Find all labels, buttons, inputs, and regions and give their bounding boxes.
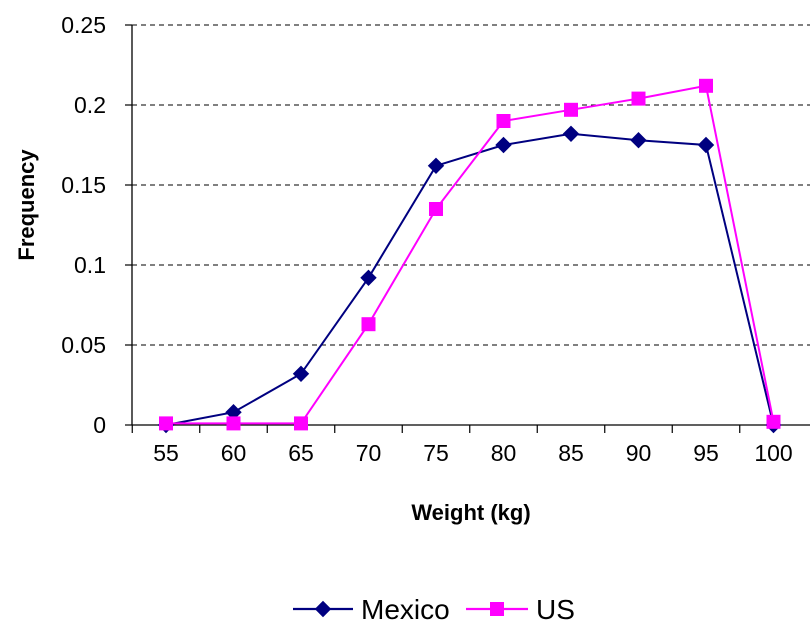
data-point-mexico — [360, 269, 377, 287]
data-point-us — [699, 78, 713, 93]
x-axis-title: Weight (kg) — [411, 500, 530, 525]
gridlines — [132, 24, 810, 346]
legend-label-us: US — [536, 594, 575, 625]
data-point-us — [496, 114, 511, 128]
x-tick-label: 90 — [626, 440, 652, 466]
data-point-mexico — [562, 125, 580, 143]
data-point-us — [564, 102, 578, 117]
y-tick-label: 0.05 — [61, 332, 106, 358]
x-tick-label: 55 — [153, 440, 179, 466]
x-tick-label: 65 — [288, 440, 314, 466]
x-tick-label: 75 — [423, 440, 449, 466]
legend: Mexico US — [293, 594, 575, 625]
data-point-us — [766, 414, 781, 429]
series-line-us — [166, 84, 775, 425]
series-markers — [157, 78, 782, 434]
legend-label-mexico: Mexico — [361, 594, 450, 625]
data-point-us — [631, 91, 646, 106]
data-point-us — [429, 202, 443, 216]
x-tick-label: 80 — [491, 440, 517, 466]
series-lines — [165, 84, 775, 426]
data-point-us — [226, 416, 241, 431]
legend-marker-mexico — [314, 600, 332, 618]
data-point-mexico — [292, 365, 310, 383]
data-point-us — [159, 416, 173, 431]
x-tick-label: 85 — [558, 440, 584, 466]
y-tick-label: 0.25 — [61, 12, 106, 38]
y-axis-title: Frequency — [14, 149, 39, 261]
series-line-mexico — [165, 132, 775, 426]
tick-labels: 0 0.05 0.1 0.15 0.2 0.25 55 60 65 70 75 80 85 90 95 100 — [61, 12, 792, 466]
data-point-mexico — [630, 131, 647, 149]
data-point-mexico — [495, 136, 512, 154]
data-point-mexico — [697, 136, 715, 154]
y-tick-label: 0.2 — [74, 92, 106, 118]
x-tick-label: 95 — [693, 440, 719, 466]
y-tick-label: 0 — [93, 412, 106, 438]
y-tick-label: 0.1 — [74, 252, 106, 278]
data-point-us — [361, 317, 376, 332]
x-tick-label: 60 — [221, 440, 247, 466]
axes — [125, 24, 810, 433]
y-tick-label: 0.15 — [61, 172, 106, 198]
data-point-mexico — [427, 157, 445, 175]
legend-marker-us — [490, 602, 504, 616]
x-tick-label: 100 — [754, 440, 792, 466]
data-point-us — [294, 416, 308, 431]
x-tick-label: 70 — [356, 440, 382, 466]
